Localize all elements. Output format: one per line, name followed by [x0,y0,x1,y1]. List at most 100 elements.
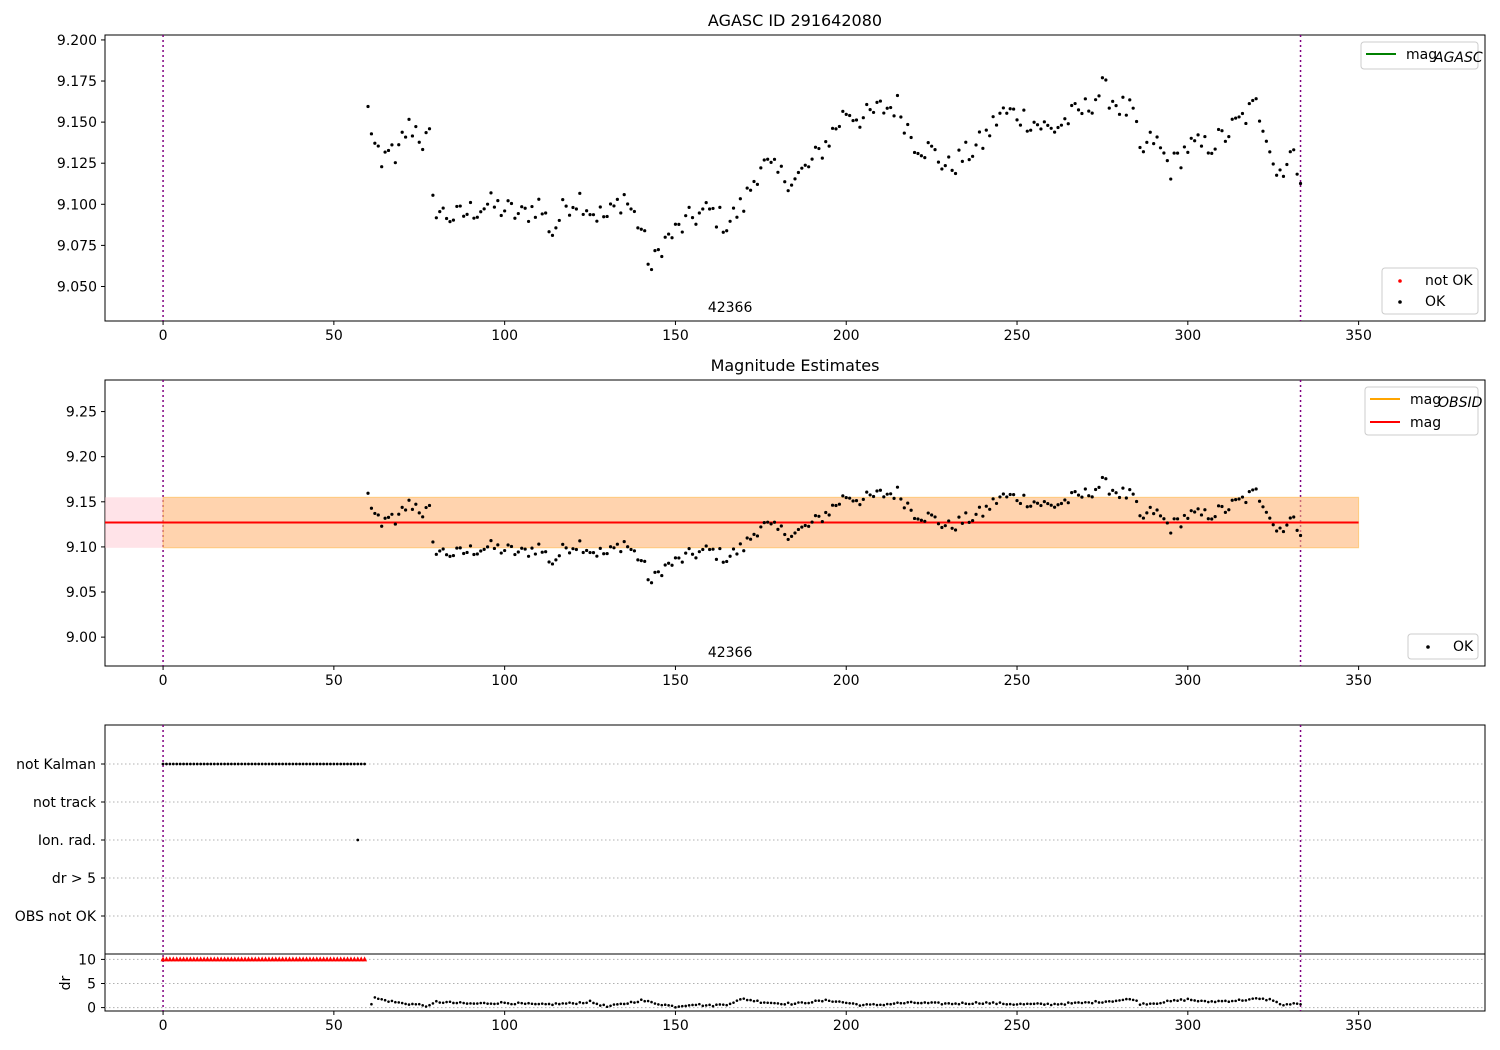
ok-point [513,552,517,557]
dr-clipped-marker [266,956,272,962]
ok-point [964,511,968,515]
ok-point [810,157,814,161]
dr-point [530,1002,534,1006]
ok-point [735,215,739,219]
dr-clipped-marker [290,956,296,962]
ok-point [1053,505,1057,509]
ok-point [690,216,695,220]
dr-point [626,1002,629,1005]
not-kalman-point [223,762,226,766]
dr-point [1005,1003,1009,1006]
dr-point [1066,1001,1070,1004]
panel-2-ytick-label-9.2: 9.20 [66,450,97,466]
dr-point [609,1004,612,1008]
dr-point [1162,1001,1166,1004]
ok-point [1261,129,1265,133]
ok-point [1281,174,1286,178]
ok-point [434,552,438,556]
ok-point [485,202,490,206]
ok-point [373,511,377,516]
dr-point [417,1002,421,1006]
not-kalman-point [311,762,315,766]
not-kalman-point [308,762,312,766]
ok-point [1268,150,1272,154]
ok-point [1281,529,1286,534]
ok-point [1104,477,1108,481]
ok-point [745,186,749,190]
dr-point [855,1002,858,1006]
ok-point [762,521,766,525]
ok-point [612,204,616,208]
panel-2-bands [105,496,1360,549]
not-kalman-point [274,762,278,766]
ok-point [1254,487,1258,491]
ok-point [731,206,736,210]
dr-point [817,999,821,1002]
dr-point [1070,1002,1073,1005]
ion-rad-point [356,838,360,842]
ok-point [1025,505,1029,509]
legend-ok-swatch [1426,645,1430,649]
dr-point [585,1001,588,1005]
ok-point [1053,130,1057,134]
ok-point [725,229,729,233]
ok-point [810,520,814,524]
ok-point [714,557,719,561]
dr-clipped-marker [239,956,245,962]
ok-point [1240,495,1245,499]
ok-point [697,211,701,215]
ok-point [1134,119,1139,124]
ok-point [1025,129,1029,133]
ok-point [561,542,565,546]
dr-point [1169,999,1173,1003]
dr-point [602,1003,606,1007]
ok-point [783,532,787,537]
ok-point [383,516,387,520]
dr-point [834,1000,838,1003]
ok-point [1022,493,1026,497]
dr-clipped-marker [269,956,275,962]
dr-point [660,1003,664,1007]
ok-point [1070,491,1074,495]
dr-point [619,1002,623,1006]
legend-ok-swatch [1398,300,1402,304]
ok-point [1066,122,1070,126]
panel-3-xtick-label-250: 250 [1004,1018,1031,1034]
panel-magnitude-estimates: Magnitude Estimates 9.00 9.05 9.10 9.15 9.20… [66,356,1486,689]
panel-2-points [366,475,1303,585]
dr-point [1053,1002,1056,1006]
ok-point [930,144,934,148]
ok-point [1111,99,1115,103]
dr-point [1299,1002,1302,1006]
ok-point [1196,507,1200,511]
ok-point [438,210,442,214]
ok-point [1182,145,1187,149]
ok-point [677,222,681,227]
ok-point [427,503,432,508]
ok-point [957,148,961,152]
ok-point [803,523,807,528]
ok-point [684,214,688,218]
ok-point [783,180,787,184]
dr-clipped-marker [191,956,197,962]
ok-point [567,551,572,555]
panel-3-xtick-label-100: 100 [491,1018,518,1034]
dr-point [940,1002,944,1006]
dr-clipped-marker [201,956,207,962]
not-kalman-point [209,762,213,766]
dr-point [875,1003,879,1007]
ok-point [953,528,958,532]
dr-point [698,1002,701,1006]
dr-point [1080,1001,1084,1005]
ok-point [376,144,380,148]
dr-point [520,1001,524,1005]
not-kalman-point [250,762,254,766]
ok-point [916,151,920,156]
ok-point [1046,123,1050,127]
ok-point [629,547,633,552]
dr-point [721,1003,725,1006]
ok-point [1152,142,1156,146]
ok-point [926,511,930,515]
